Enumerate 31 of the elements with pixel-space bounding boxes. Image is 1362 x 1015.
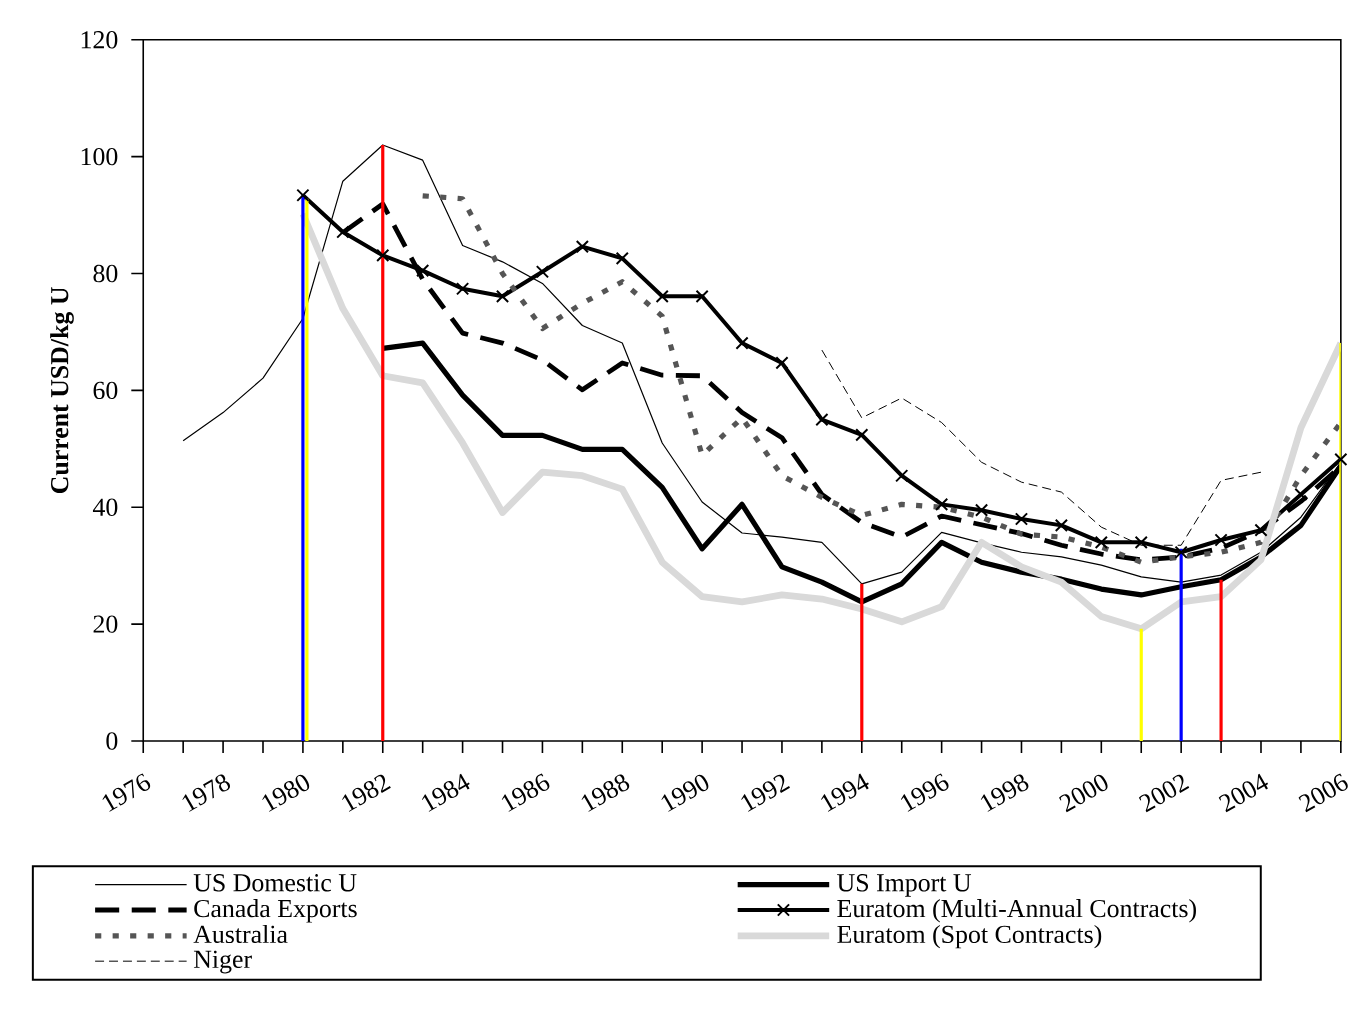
- y-tick-label: 0: [106, 732, 118, 750]
- legend-label: Australia: [193, 925, 288, 944]
- x-tick-label: 1998: [980, 774, 1029, 813]
- legend-label: Euratom (Spot Contracts): [837, 925, 1102, 949]
- legend-label: Euratom (Multi-Annual Contracts): [837, 899, 1196, 923]
- legend-label: Niger: [193, 950, 252, 974]
- x-tick-label: 1976: [102, 773, 151, 812]
- x-tick-label: 1992: [741, 774, 790, 812]
- y-tick-label: 80: [93, 265, 118, 283]
- x-tick-label: 1988: [581, 774, 630, 813]
- legend-label: Canada Exports: [194, 899, 357, 923]
- legend-label: US Domestic U: [193, 874, 357, 892]
- x-tick-label: 1986: [501, 773, 550, 813]
- x-tick-label: 2004: [1218, 773, 1269, 813]
- x-tick-label: 1984: [421, 773, 470, 813]
- x-tick-label: 1982: [342, 775, 391, 813]
- x-tick-label: 1994: [821, 773, 869, 812]
- x-tick-label: 2002: [1138, 775, 1190, 813]
- x-tick-label: 1978: [182, 774, 231, 813]
- y-tick-label: 20: [93, 615, 118, 634]
- x-tick-label: 2000: [1059, 774, 1108, 813]
- y-tick-label: 60: [93, 381, 118, 400]
- y-axis-title: Current USD/kg U: [50, 287, 74, 494]
- x-tick-label: 1990: [661, 774, 709, 813]
- y-tick-label: 120: [81, 31, 118, 49]
- x-tick-label: 1996: [900, 773, 949, 812]
- x-tick-label: 2006: [1298, 773, 1348, 813]
- y-tick-label: 40: [92, 498, 118, 517]
- x-tick-label: 1980: [262, 774, 310, 813]
- y-tick-label: 100: [81, 148, 118, 166]
- legend-label: US Import U: [837, 874, 972, 897]
